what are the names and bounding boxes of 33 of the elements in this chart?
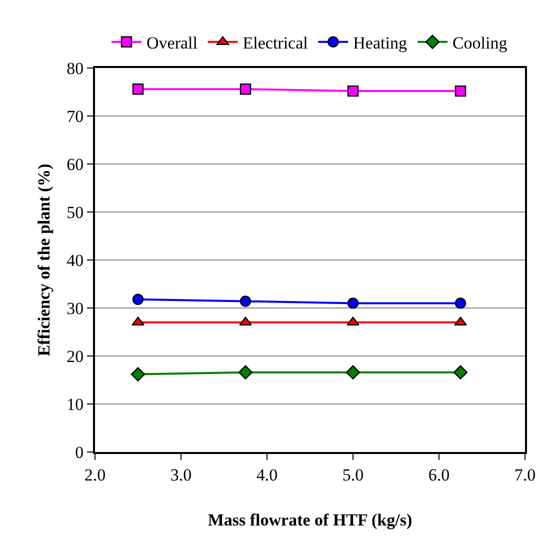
y-tick-label: 40 [66, 250, 84, 270]
x-tick-label: 2.0 [84, 465, 106, 484]
legend-label: Cooling [452, 34, 508, 52]
legend-label: Electrical [242, 34, 308, 52]
point [240, 84, 252, 95]
point [347, 85, 359, 97]
point [347, 298, 359, 309]
point [132, 294, 144, 305]
point [240, 296, 252, 307]
y-tick-label: 60 [66, 154, 84, 174]
point [453, 365, 468, 380]
x-tick-label: 5.0 [342, 465, 364, 484]
y-tick-label: 80 [66, 58, 84, 78]
point [346, 365, 360, 380]
y-tick-label: 10 [66, 394, 84, 414]
legend-label: Overall [146, 34, 198, 52]
legend-label: Heating [353, 34, 408, 52]
point [130, 367, 146, 382]
x-tick-label: 4.0 [256, 465, 278, 484]
point [238, 365, 253, 380]
y-tick-label: 30 [66, 298, 84, 318]
x-axis-title: Mass flowrate of HTF (kg/s) [208, 510, 412, 530]
x-tick-label: 6.0 [428, 465, 450, 484]
y-tick-label: 20 [66, 346, 84, 366]
point [454, 298, 466, 309]
y-axis-title: Efficiency of the plant (%) [34, 164, 54, 356]
x-tick-label: 3.0 [170, 465, 192, 484]
y-tick-label: 70 [66, 106, 84, 126]
y-tick-label: 0 [75, 442, 84, 462]
x-tick-label: 7.0 [514, 465, 536, 484]
point [132, 84, 144, 95]
point [454, 85, 466, 97]
y-tick-label: 50 [66, 202, 84, 222]
